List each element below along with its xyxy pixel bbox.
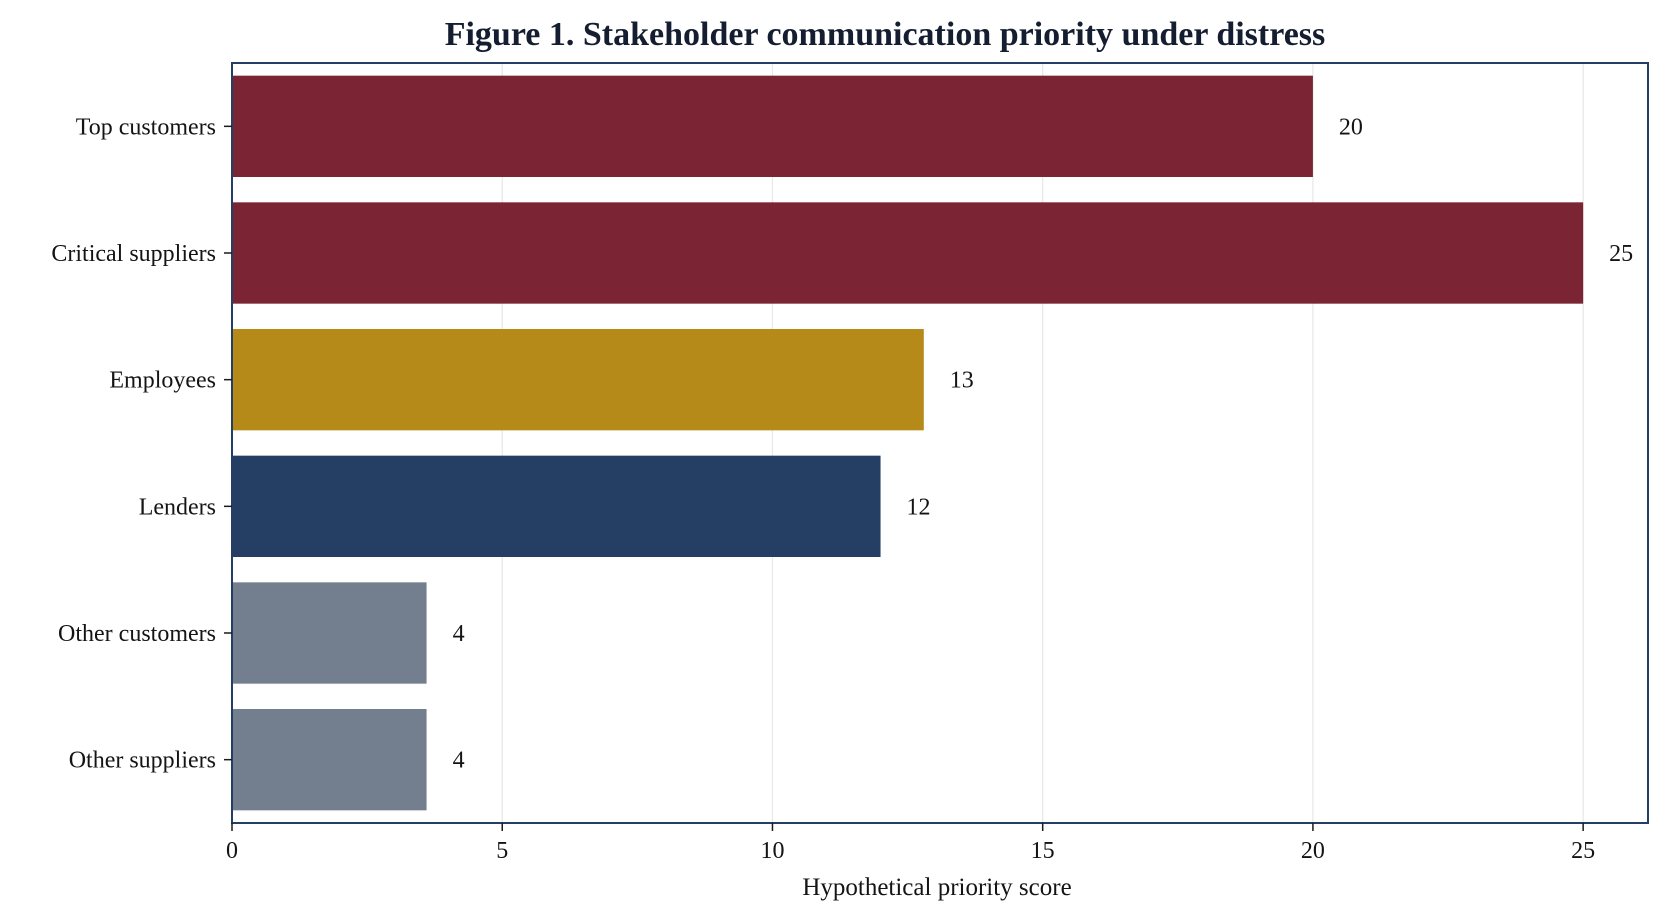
bar [232, 329, 924, 431]
x-tick-label: 5 [496, 838, 508, 864]
grid-lines [501, 63, 1584, 823]
bar-value-label: 25 [1609, 241, 1633, 267]
bar [232, 455, 881, 557]
y-tick-label: Critical suppliers [51, 241, 216, 267]
x-tick-label: 25 [1571, 838, 1595, 864]
x-tick-label: 10 [760, 838, 784, 864]
bars [232, 75, 1584, 811]
x-axis-ticks: 0 5 10 15 20 25 [226, 823, 1595, 864]
x-tick-label: 15 [1031, 838, 1055, 864]
bar [232, 75, 1313, 177]
bar [232, 709, 427, 811]
bar [232, 202, 1584, 304]
y-tick-label: Lenders [139, 494, 216, 520]
y-tick-label: Top customers [76, 114, 216, 140]
bar [232, 582, 427, 684]
x-tick-label: 0 [226, 838, 238, 864]
bar-value-label: 4 [453, 748, 465, 774]
y-axis-ticks: Top customers Critical suppliers Employees… [51, 114, 232, 774]
value-labels: 20 25 13 12 4 4 [453, 114, 1634, 773]
y-tick-label: Other customers [58, 621, 216, 647]
bar-value-label: 12 [907, 494, 931, 520]
plot-frame [231, 62, 1649, 824]
y-tick-label: Other suppliers [69, 748, 216, 774]
bar-value-label: 20 [1339, 114, 1363, 140]
bar-value-label: 13 [950, 368, 974, 394]
chart-title: Figure 1. Stakeholder communication prio… [445, 16, 1326, 53]
bar-value-label: 4 [453, 621, 465, 647]
x-axis-label: Hypothetical priority score [802, 874, 1071, 901]
x-tick-label: 20 [1301, 838, 1325, 864]
y-tick-label: Employees [109, 368, 216, 394]
